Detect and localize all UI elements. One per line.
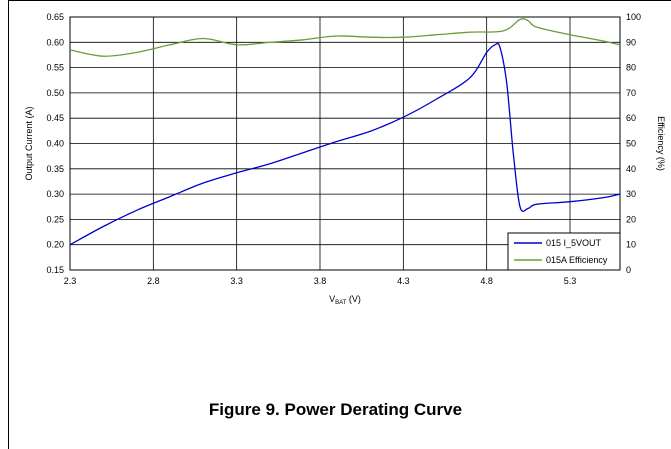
y-left-tick-label: 0.35 — [46, 164, 64, 174]
legend: 015 I_5VOUT 015A Efficiency — [507, 232, 621, 271]
power-derating-chart: 2.3 2.8 3.3 3.8 4.3 4.8 5.3 0.150.200.250.300.… — [24, 12, 666, 306]
legend-label-efficiency: 015A Efficiency — [546, 255, 608, 265]
legend-label-current: 015 I_5VOUT — [546, 238, 602, 248]
y-right-tick-label: 30 — [626, 189, 636, 199]
y-right-axis-ticks: 0 10 20 30 40 50 60 70 80 90 100 — [626, 12, 641, 275]
x-tick-label: 4.8 — [480, 276, 493, 286]
y-left-axis-label: Output Current (A) — [24, 106, 34, 180]
y-right-tick-label: 0 — [626, 265, 631, 275]
y-left-tick-label: 0.20 — [46, 240, 64, 250]
x-axis-label-subscript: BAT — [335, 300, 347, 306]
legend-box — [507, 232, 621, 271]
y-right-axis-label: Efficiency (%) — [656, 116, 666, 171]
y-left-tick-label: 0.40 — [46, 139, 64, 149]
y-left-tick-label: 0.15 — [46, 265, 64, 275]
x-tick-label: 3.3 — [230, 276, 243, 286]
x-axis-label-unit: (V) — [346, 294, 361, 304]
y-left-tick-label: 0.60 — [46, 37, 64, 47]
y-left-axis-ticks: 0.15 0.20 0.25 0.30 0.35 0.40 0.45 0.50 0.55 0.60… — [46, 12, 64, 275]
y-left-tick-label: 0.30 — [46, 189, 64, 199]
y-right-tick-label: 50 — [626, 139, 636, 149]
series-line-output-current — [69, 42, 621, 246]
x-tick-label: 5.3 — [564, 276, 577, 286]
y-right-tick-label: 80 — [626, 63, 636, 73]
x-tick-label: 2.8 — [147, 276, 160, 286]
y-right-tick-label: 10 — [626, 240, 636, 250]
series-line-efficiency — [69, 18, 621, 57]
x-axis-label-main: V — [329, 294, 335, 304]
y-left-tick-label: 0.50 — [46, 88, 64, 98]
y-left-tick-label: 0.65 — [46, 12, 64, 22]
x-axis-label: VBAT (V) — [329, 294, 361, 306]
page-border-top — [8, 0, 671, 1]
x-tick-label: 4.3 — [397, 276, 410, 286]
figure-caption: Figure 9. Power Derating Curve — [208, 400, 463, 419]
x-axis-ticks: 2.3 2.8 3.3 3.8 4.3 4.8 5.3 — [64, 276, 577, 286]
series-layer — [69, 18, 621, 246]
y-right-tick-label: 20 — [626, 214, 636, 224]
x-tick-label: 2.3 — [64, 276, 77, 286]
y-left-tick-label: 0.25 — [46, 214, 64, 224]
y-left-tick-label: 0.45 — [46, 113, 64, 123]
y-left-tick-label: 0.55 — [46, 63, 64, 73]
y-right-tick-label: 40 — [626, 164, 636, 174]
y-right-tick-label: 60 — [626, 113, 636, 123]
grid — [69, 16, 620, 271]
page-border-left — [8, 0, 9, 449]
y-right-tick-label: 90 — [626, 37, 636, 47]
x-tick-label: 3.8 — [314, 276, 327, 286]
plot-frame — [69, 16, 621, 271]
y-right-tick-label: 70 — [626, 88, 636, 98]
y-right-tick-label: 100 — [626, 12, 641, 22]
